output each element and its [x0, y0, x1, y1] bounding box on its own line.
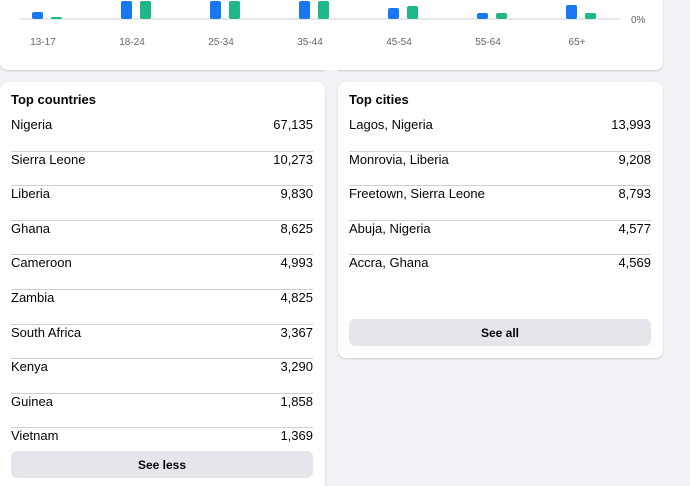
country-name: Liberia [11, 186, 51, 202]
country-count: 3,367 [280, 324, 313, 340]
city-name: Lagos, Nigeria [349, 117, 433, 132]
city-row: Freetown, Sierra Leone 8,793 [349, 186, 651, 221]
bar-series-2[interactable] [229, 1, 240, 19]
bar-series-1[interactable] [477, 13, 488, 19]
city-name: Abuja, Nigeria [349, 220, 431, 236]
see-less-button[interactable]: See less [11, 451, 313, 478]
bar-series-2[interactable] [140, 1, 151, 19]
country-row: Nigeria 67,135 [11, 117, 313, 152]
city-row: Lagos, Nigeria 13,993 [349, 117, 651, 152]
country-count: 3,290 [280, 359, 313, 375]
column-gap [325, 70, 338, 486]
city-count: 13,993 [611, 117, 651, 132]
x-tick-label: 13-17 [30, 37, 56, 48]
bar-series-1[interactable] [299, 1, 310, 19]
bar-series-1[interactable] [566, 5, 577, 19]
bar-series-1[interactable] [121, 1, 132, 19]
country-name: Cameroon [11, 255, 72, 271]
city-count: 8,793 [618, 186, 651, 202]
country-row: Guinea 1,858 [11, 394, 313, 429]
top-countries-title: Top countries [11, 92, 96, 107]
country-count: 9,830 [280, 186, 313, 202]
top-cities-card: Top cities Lagos, Nigeria 13,993 Monrovia,… [338, 82, 663, 358]
bar-series-2[interactable] [585, 13, 596, 19]
country-row: Sierra Leone 10,273 [11, 152, 313, 187]
country-row: Ghana 8,625 [11, 221, 313, 256]
country-row: Zambia 4,825 [11, 290, 313, 325]
city-row: Abuja, Nigeria 4,577 [349, 221, 651, 256]
bar-series-2[interactable] [496, 13, 507, 19]
country-name: Vietnam [11, 428, 59, 444]
x-tick-label: 18-24 [119, 37, 145, 48]
top-cities-title: Top cities [349, 92, 409, 107]
city-count: 9,208 [618, 151, 651, 167]
bar-series-2[interactable] [318, 1, 329, 19]
x-tick-label: 65+ [569, 37, 586, 48]
country-name: Zambia [11, 290, 55, 305]
bar-series-1[interactable] [388, 8, 399, 19]
country-row: Kenya 3,290 [11, 359, 313, 394]
country-name: Nigeria [11, 117, 53, 132]
bar-series-2[interactable] [51, 17, 62, 19]
country-row: Vietnam 1,369 [11, 428, 313, 463]
country-name: Kenya [11, 359, 48, 375]
x-tick-label: 25-34 [208, 37, 234, 48]
country-row: Liberia 9,830 [11, 186, 313, 221]
country-name: South Africa [11, 324, 82, 340]
city-name: Monrovia, Liberia [349, 151, 449, 167]
country-count: 4,825 [280, 290, 313, 305]
country-count: 67,135 [273, 117, 313, 132]
country-count: 1,858 [280, 393, 313, 409]
country-count: 10,273 [273, 151, 313, 167]
country-row: South Africa 3,367 [11, 325, 313, 360]
city-count: 4,577 [618, 220, 651, 236]
age-gender-chart-card: 13-17 18-24 25-34 35-44 45-54 55-64 65+ 0% [0, 0, 663, 70]
bar-series-1[interactable] [210, 1, 221, 19]
x-tick-label: 45-54 [386, 37, 412, 48]
city-name: Freetown, Sierra Leone [349, 186, 485, 202]
x-tick-label: 55-64 [475, 37, 501, 48]
age-gender-bar-chart: 13-17 18-24 25-34 35-44 45-54 55-64 65+ 0% [20, 1, 646, 48]
country-count: 8,625 [280, 220, 313, 236]
country-name: Ghana [11, 220, 51, 236]
city-count: 4,569 [618, 255, 651, 271]
city-row: Monrovia, Liberia 9,208 [349, 152, 651, 187]
country-count: 4,993 [280, 255, 313, 271]
city-name: Accra, Ghana [349, 255, 429, 271]
y-tick-label: 0% [631, 15, 646, 26]
country-count: 1,369 [280, 428, 313, 444]
city-row: Accra, Ghana 4,569 [349, 255, 651, 290]
x-tick-label: 35-44 [297, 37, 323, 48]
bar-series-2[interactable] [407, 6, 418, 19]
top-countries-card: Top countries Nigeria 67,135 Sierra Leone 1… [0, 82, 325, 486]
country-row: Cameroon 4,993 [11, 255, 313, 290]
bar-series-1[interactable] [32, 12, 43, 19]
see-all-button[interactable]: See all [349, 319, 651, 346]
country-name: Guinea [11, 393, 53, 409]
country-name: Sierra Leone [11, 151, 86, 167]
